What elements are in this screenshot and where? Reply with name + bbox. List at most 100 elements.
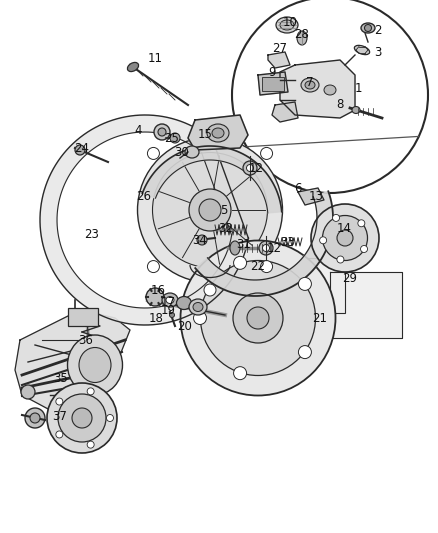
Ellipse shape [177,296,191,310]
Ellipse shape [56,431,63,438]
Ellipse shape [87,388,94,395]
Ellipse shape [212,128,224,138]
Ellipse shape [324,85,336,95]
Ellipse shape [311,204,379,272]
Ellipse shape [354,45,370,55]
Ellipse shape [75,145,85,155]
Polygon shape [272,102,298,122]
Ellipse shape [298,277,311,290]
Ellipse shape [170,133,180,143]
Ellipse shape [25,408,45,428]
Text: 17: 17 [160,295,176,309]
Ellipse shape [280,20,294,30]
Text: 6: 6 [294,182,302,195]
Ellipse shape [47,383,117,453]
Ellipse shape [247,307,269,329]
Text: 30: 30 [175,146,189,158]
Text: 36: 36 [78,334,93,346]
Text: 16: 16 [151,284,166,296]
Ellipse shape [67,335,123,395]
Text: 3: 3 [374,45,381,59]
Text: 21: 21 [312,311,328,325]
Ellipse shape [194,311,206,325]
Ellipse shape [337,230,353,246]
Text: 31: 31 [237,238,251,251]
Circle shape [232,0,428,193]
Ellipse shape [337,256,344,263]
Text: 22: 22 [251,260,265,272]
Text: 11: 11 [148,52,162,64]
Ellipse shape [352,107,360,114]
Ellipse shape [259,241,273,255]
Text: 26: 26 [137,190,152,203]
Text: 12: 12 [266,241,282,254]
Polygon shape [40,115,248,325]
Ellipse shape [21,385,35,399]
Text: 28: 28 [295,28,309,42]
Text: 24: 24 [74,141,89,155]
Ellipse shape [193,303,203,311]
Text: 27: 27 [272,42,287,54]
Ellipse shape [166,296,174,303]
Ellipse shape [204,124,216,136]
Ellipse shape [185,146,199,158]
Ellipse shape [233,293,283,343]
Text: 12: 12 [248,161,264,174]
Bar [190,258,345,313]
Ellipse shape [148,148,159,159]
Polygon shape [280,60,355,118]
Ellipse shape [189,299,207,315]
Ellipse shape [360,246,367,253]
Ellipse shape [170,312,174,318]
Text: 25: 25 [165,132,180,144]
Polygon shape [142,146,282,213]
Ellipse shape [79,348,111,383]
Text: 37: 37 [53,409,67,423]
Ellipse shape [152,152,268,268]
Text: 15: 15 [198,128,212,141]
Ellipse shape [199,199,221,221]
Text: 1: 1 [354,82,362,94]
Polygon shape [188,115,248,150]
Ellipse shape [322,215,367,261]
Polygon shape [195,191,333,296]
Text: 33: 33 [281,236,295,248]
Ellipse shape [162,293,178,307]
Ellipse shape [276,17,298,33]
Ellipse shape [320,237,327,244]
Ellipse shape [243,161,257,175]
Ellipse shape [158,128,166,136]
Ellipse shape [180,240,336,395]
Ellipse shape [87,441,94,448]
Ellipse shape [197,235,207,245]
Ellipse shape [58,394,106,442]
Text: 4: 4 [134,124,142,136]
Text: 32: 32 [219,222,233,235]
Ellipse shape [261,148,272,159]
Ellipse shape [301,78,319,92]
Ellipse shape [207,124,229,142]
Ellipse shape [261,261,272,272]
Ellipse shape [298,345,311,359]
Ellipse shape [204,284,216,296]
Polygon shape [15,310,130,410]
Ellipse shape [247,165,254,172]
Text: 9: 9 [268,66,276,78]
Polygon shape [258,72,288,95]
Text: 5: 5 [220,204,228,216]
Ellipse shape [364,25,371,31]
Text: 7: 7 [306,76,314,88]
Ellipse shape [127,62,138,71]
Ellipse shape [233,367,247,379]
Ellipse shape [30,413,40,423]
Bar [68,308,98,326]
Ellipse shape [305,81,315,89]
Ellipse shape [146,288,164,306]
Text: 29: 29 [343,271,357,285]
Text: 20: 20 [177,319,192,333]
Ellipse shape [72,408,92,428]
Text: 2: 2 [374,23,382,36]
Text: 35: 35 [53,372,68,384]
Ellipse shape [332,214,339,221]
Text: 14: 14 [336,222,352,235]
